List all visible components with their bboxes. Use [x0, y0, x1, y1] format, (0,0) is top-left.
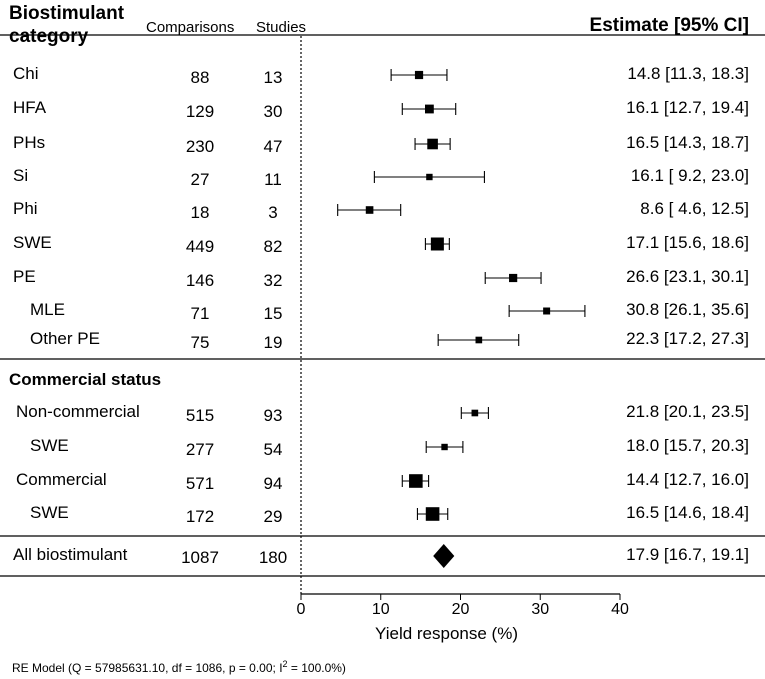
row-estimate-text: 8.6 [ 4.6, 12.5] [640, 199, 749, 218]
point-estimate [365, 206, 374, 214]
row-comparisons: 172 [185, 507, 215, 526]
row-estimate-text: 22.3 [17.2, 27.3] [626, 329, 749, 348]
row-studies: 13 [263, 68, 283, 87]
row-estimate-text: 16.5 [14.3, 18.7] [626, 133, 749, 152]
summary-comparisons: 1087 [181, 548, 219, 567]
row-comparisons: 71 [190, 304, 210, 323]
row-label: Commercial [16, 470, 107, 489]
summary-estimate-text: 17.9 [16.7, 19.1] [626, 545, 749, 564]
point-estimate [475, 336, 483, 344]
summary-label: All biostimulant [13, 545, 128, 564]
row-comparisons: 146 [185, 271, 215, 290]
row-studies: 3 [268, 203, 278, 222]
row-studies: 93 [263, 406, 283, 425]
row-estimate-text: 14.8 [11.3, 18.3] [627, 64, 749, 83]
row-estimate-text: 17.1 [15.6, 18.6] [626, 233, 749, 252]
x-tick-label: 30 [531, 601, 549, 618]
footnote-suffix: = 100.0%) [287, 661, 346, 675]
x-tick-label: 20 [452, 601, 470, 618]
row-estimate-text: 21.8 [20.1, 23.5] [626, 402, 749, 421]
row-studies: 82 [263, 237, 283, 256]
x-tick-label: 40 [611, 601, 629, 618]
row-comparisons: 75 [190, 333, 210, 352]
point-estimate [427, 138, 438, 150]
point-estimate [471, 409, 479, 417]
point-estimate [543, 307, 551, 315]
row-label: Chi [13, 64, 39, 83]
row-comparisons: 129 [185, 102, 215, 121]
row-studies: 19 [263, 333, 283, 352]
summary-studies: 180 [258, 548, 288, 567]
row-studies: 15 [263, 304, 283, 323]
point-estimate [425, 507, 440, 521]
model-footnote: RE Model (Q = 57985631.10, df = 1086, p … [12, 659, 346, 675]
row-comparisons: 277 [185, 440, 215, 459]
row-estimate-text: 16.1 [12.7, 19.4] [626, 98, 749, 117]
row-label: SWE [30, 503, 69, 522]
row-studies: 11 [264, 170, 282, 189]
row-label: Phi [13, 199, 38, 218]
section-title-commercial-status: Commercial status [9, 370, 162, 389]
point-estimate [414, 70, 424, 80]
row-label: PE [13, 267, 36, 286]
row-estimate-text: 18.0 [15.7, 20.3] [626, 436, 749, 455]
row-estimate-text: 26.6 [23.1, 30.1] [626, 267, 749, 286]
row-comparisons: 515 [185, 406, 215, 425]
footnote-prefix: RE Model (Q = 57985631.10, df = 1086, p … [12, 661, 283, 675]
row-estimate-text: 16.1 [ 9.2, 23.0] [630, 166, 749, 185]
point-estimate [430, 237, 444, 251]
category-header-line2: category [9, 26, 89, 47]
row-label: Si [13, 166, 29, 185]
row-comparisons: 27 [190, 170, 210, 189]
x-tick-label: 0 [297, 601, 306, 618]
footnote-superscript: 2 [282, 659, 288, 669]
row-estimate-text: 14.4 [12.7, 16.0] [626, 470, 749, 489]
row-label: SWE [13, 233, 52, 252]
point-estimate [441, 443, 448, 451]
point-estimate [509, 273, 518, 283]
point-estimate [426, 173, 433, 181]
row-comparisons: 571 [185, 474, 215, 493]
summary-diamond [433, 544, 455, 568]
row-label: MLE [30, 300, 65, 319]
row-studies: 29 [263, 507, 283, 526]
row-comparisons: 18 [190, 203, 210, 222]
x-axis-label: Yield response (%) [375, 624, 518, 643]
x-tick-label: 10 [372, 601, 390, 618]
column-header-category: Biostimulant category [9, 2, 124, 48]
row-label: Other PE [30, 329, 100, 348]
column-header-comparisons: Comparisons [146, 19, 235, 36]
row-studies: 47 [263, 137, 283, 156]
row-label: PHs [13, 133, 46, 152]
row-studies: 32 [263, 271, 283, 290]
row-studies: 30 [263, 102, 283, 121]
row-label: SWE [30, 436, 69, 455]
category-header-line1: Biostimulant [9, 3, 125, 24]
column-header-estimate: Estimate [95% CI] [589, 15, 749, 36]
row-label: Non-commercial [16, 402, 140, 421]
point-estimate [409, 474, 423, 488]
row-estimate-text: 16.5 [14.6, 18.4] [626, 503, 749, 522]
row-comparisons: 88 [190, 68, 210, 87]
row-comparisons: 230 [185, 137, 215, 156]
row-estimate-text: 30.8 [26.1, 35.6] [626, 300, 749, 319]
row-studies: 54 [263, 440, 283, 459]
row-label: HFA [13, 98, 47, 117]
row-comparisons: 449 [185, 237, 215, 256]
point-estimate [424, 104, 434, 114]
column-header-studies: Studies [256, 19, 307, 36]
row-studies: 94 [263, 474, 283, 493]
